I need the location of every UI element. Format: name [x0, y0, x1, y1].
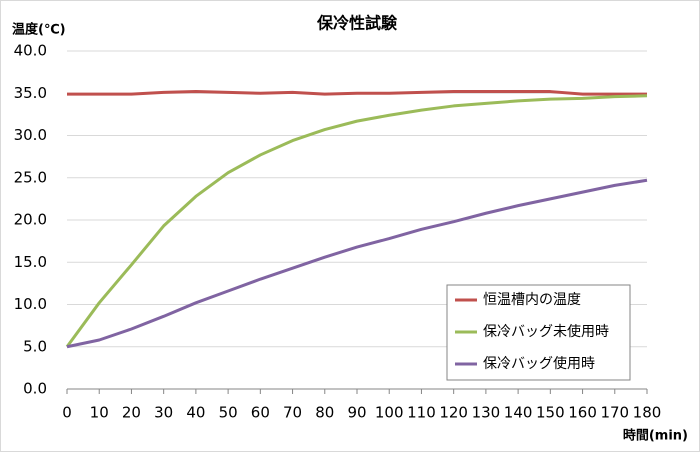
legend-label: 保冷バッグ未使用時 [483, 323, 609, 340]
x-tick-label: 180 [633, 404, 662, 422]
y-tick-label: 40.0 [14, 42, 47, 60]
x-tick-label: 110 [407, 404, 436, 422]
legend-label: 保冷バッグ使用時 [483, 355, 595, 372]
y-tick-label: 5.0 [23, 337, 47, 355]
y-tick-label: 15.0 [14, 253, 47, 271]
series-line [66, 178, 648, 349]
legend-label: 恒温槽内の温度 [483, 292, 581, 308]
y-tick-label: 20.0 [14, 211, 47, 229]
chart-title: 保冷性試験 [316, 14, 398, 33]
x-tick-label: 130 [472, 404, 501, 422]
y-tick-label: 25.0 [14, 168, 47, 186]
series-line [67, 90, 647, 96]
x-tick-label: 0 [62, 404, 72, 422]
x-tick-label: 70 [283, 404, 302, 422]
series-line [65, 94, 648, 348]
x-tick-label: 100 [375, 404, 404, 422]
x-tick-label: 160 [568, 404, 597, 422]
legend-box [446, 284, 631, 381]
x-tick-label: 150 [536, 404, 565, 422]
y-tick-label: 35.0 [14, 84, 47, 102]
y-axis-title: 温度(℃) [12, 22, 66, 38]
y-tick-label: 0.0 [23, 380, 47, 398]
y-tick-label: 10.0 [14, 295, 47, 313]
x-axis-title: 時間(min) [623, 428, 688, 444]
y-tick-label: 30.0 [14, 126, 47, 144]
x-tick-label: 80 [315, 404, 334, 422]
x-tick-label: 140 [504, 404, 533, 422]
x-tick-label: 10 [90, 404, 109, 422]
x-tick-label: 170 [600, 404, 629, 422]
x-tick-label: 60 [251, 404, 270, 422]
x-tick-label: 20 [122, 404, 141, 422]
x-tick-label: 40 [186, 404, 205, 422]
x-tick-label: 120 [439, 404, 468, 422]
x-tick-label: 50 [219, 404, 238, 422]
x-tick-label: 90 [347, 404, 366, 422]
x-tick-label: 30 [154, 404, 173, 422]
